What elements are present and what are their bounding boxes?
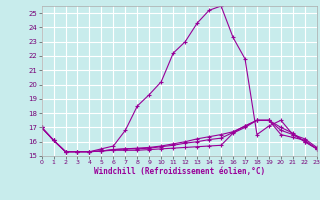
X-axis label: Windchill (Refroidissement éolien,°C): Windchill (Refroidissement éolien,°C) <box>94 167 265 176</box>
